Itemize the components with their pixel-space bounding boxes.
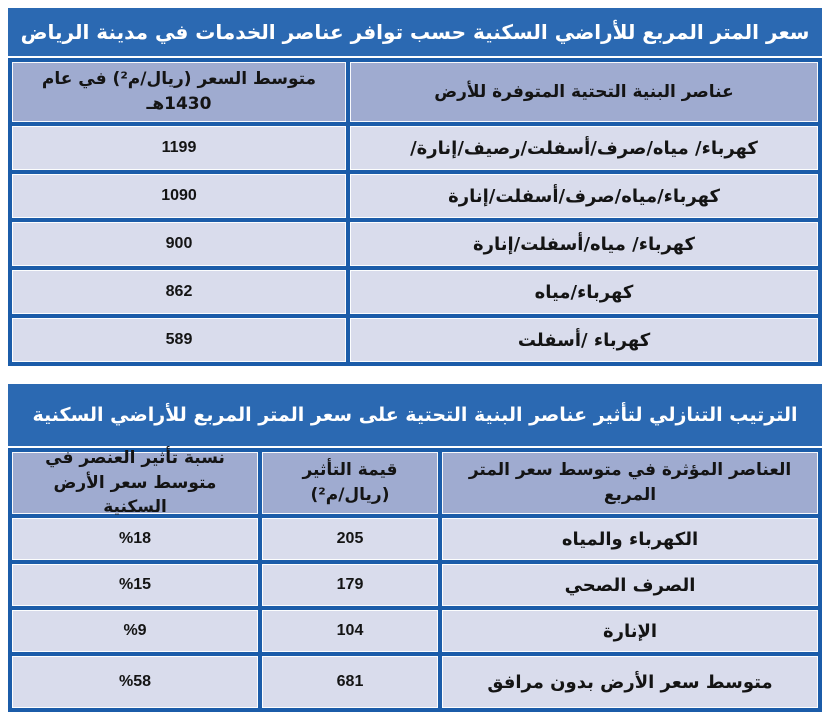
value-cell: 179 [262, 564, 438, 606]
percent-cell: %15 [12, 564, 258, 606]
table2-header-percent-line1: نسبة تأثير العنصر في [45, 448, 225, 469]
document-page: سعر المتر المربع للأراضي السكنية حسب توا… [8, 8, 822, 712]
table2-header-row: العناصر المؤثرة في متوسط سعر المتر المرب… [12, 448, 818, 517]
elements-cell: كهرباء/ مياه/أسفلت/إنارة [350, 222, 818, 266]
value-cell: 205 [262, 518, 438, 560]
table-impact-ranking: الترتيب التنازلي لتأثير عناصر البنية الت… [8, 384, 822, 712]
table1-header-price-line1: متوسط السعر (ريال/م²) في عام [41, 69, 317, 90]
price-cell: 900 [12, 222, 346, 266]
table2-header-percent-line2: متوسط سعر الأرض السكنية [53, 472, 217, 518]
table1-header-elements: عناصر البنية التحتية المتوفرة للأرض [350, 62, 818, 122]
table1-header-price-line2: 1430هـ [146, 94, 212, 114]
table1-header-price: متوسط السعر (ريال/م²) في عام 1430هـ [12, 62, 346, 122]
elements-cell: كهرباء/مياه [350, 270, 818, 314]
table1-header-row: عناصر البنية التحتية المتوفرة للأرض متوس… [12, 62, 818, 122]
value-cell: 681 [262, 656, 438, 708]
price-cell: 862 [12, 270, 346, 314]
table2-header-element-line2: المربع [603, 485, 657, 505]
table2-grid: العناصر المؤثرة في متوسط سعر المتر المرب… [8, 448, 822, 712]
element-cell: الإنارة [442, 610, 818, 652]
elements-cell: كهرباء/مياه/صرف/أسفلت/إنارة [350, 174, 818, 218]
value-cell: 104 [262, 610, 438, 652]
table2-header-element: العناصر المؤثرة في متوسط سعر المتر المرب… [442, 452, 818, 514]
table-row: كهرباء/مياه 862 [12, 270, 818, 314]
price-cell: 1090 [12, 174, 346, 218]
percent-cell: %58 [12, 656, 258, 708]
table-price-by-services: سعر المتر المربع للأراضي السكنية حسب توا… [8, 8, 822, 366]
percent-cell: %9 [12, 610, 258, 652]
percent-cell: %18 [12, 518, 258, 560]
element-cell: الكهرباء والمياه [442, 518, 818, 560]
table2-header-value-line2: (ريال/م²) [310, 485, 390, 505]
table-row: كهرباء/مياه/صرف/أسفلت/إنارة 1090 [12, 174, 818, 218]
price-cell: 589 [12, 318, 346, 362]
table2-header-value-line1: قيمة التأثير [302, 460, 398, 481]
table2-header-percent: نسبة تأثير العنصر في متوسط سعر الأرض الس… [12, 448, 258, 517]
table-row: الصرف الصحي 179 %15 [12, 564, 818, 606]
table-row: الإنارة 104 %9 [12, 610, 818, 652]
table2-title: الترتيب التنازلي لتأثير عناصر البنية الت… [8, 384, 822, 446]
table2-header-element-line1: العناصر المؤثرة في متوسط سعر المتر [468, 460, 792, 481]
elements-cell: كهرباء /أسفلت [350, 318, 818, 362]
element-cell: متوسط سعر الأرض بدون مرافق [442, 656, 818, 708]
table1-title: سعر المتر المربع للأراضي السكنية حسب توا… [8, 8, 822, 56]
element-cell: الصرف الصحي [442, 564, 818, 606]
table-row: كهرباء/ مياه/صرف/أسفلت/رصيف/إنارة/ 1199 [12, 126, 818, 170]
price-cell: 1199 [12, 126, 346, 170]
elements-cell: كهرباء/ مياه/صرف/أسفلت/رصيف/إنارة/ [350, 126, 818, 170]
table-row: كهرباء /أسفلت 589 [12, 318, 818, 362]
table-row: كهرباء/ مياه/أسفلت/إنارة 900 [12, 222, 818, 266]
table1-grid: عناصر البنية التحتية المتوفرة للأرض متوس… [8, 58, 822, 366]
table-row: متوسط سعر الأرض بدون مرافق 681 %58 [12, 656, 818, 708]
table-row: الكهرباء والمياه 205 %18 [12, 518, 818, 560]
table1-header-elements-text: عناصر البنية التحتية المتوفرة للأرض [434, 81, 734, 102]
table2-header-value: قيمة التأثير (ريال/م²) [262, 452, 438, 514]
